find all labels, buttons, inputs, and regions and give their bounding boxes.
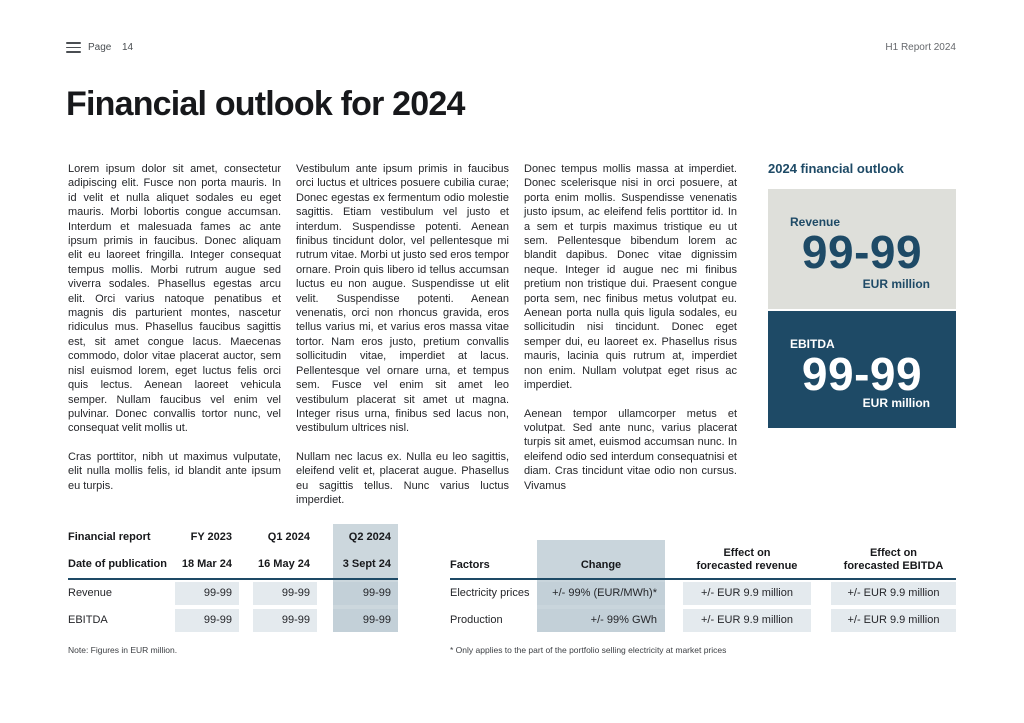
table-row-production: Production +/- 99% GWh +/- EUR 9.9 milli… — [450, 609, 956, 632]
paragraph: Cras porttitor, nibh ut maximus vulputat… — [68, 450, 281, 492]
header-effect-ebitda: Effect on forecasted EBITDA — [831, 547, 956, 573]
sidebar-heading: 2024 financial outlook — [768, 161, 904, 176]
body-column-3: Donec tempus mollis massa at imperdiet. … — [524, 162, 737, 507]
date-q1-2024: 16 May 24 — [258, 558, 310, 570]
row-label: Electricity prices — [450, 587, 530, 599]
header-change: Change — [580, 559, 622, 571]
ebitda-kpi-box: EBITDA 99-99 EUR million — [768, 311, 956, 428]
production-change-cell: +/- 99% GWh — [537, 609, 665, 632]
electricity-change-cell: +/- 99% (EUR/MWh)* — [537, 582, 665, 605]
header-fy-2023: FY 2023 — [190, 531, 232, 543]
revenue-q2-2024: 99-99 — [333, 582, 398, 605]
header-line: Effect on — [869, 547, 918, 559]
row-label: Revenue — [68, 587, 113, 599]
paragraph: Donec tempus mollis massa at imperdiet. … — [524, 163, 737, 392]
header-q2-2024: Q2 2024 — [348, 531, 391, 543]
table-row-ebitda: EBITDA 99-99 99-99 99-99 — [68, 609, 398, 632]
production-effect-ebitda-cell: +/- EUR 9.9 million — [831, 609, 956, 632]
header-publication-date: Date of publication — [68, 558, 167, 570]
paragraph: Aenean tempor ullamcorper metus et volut… — [524, 407, 737, 492]
ebitda-kpi-unit: EUR million — [862, 396, 930, 410]
row-label: Production — [450, 614, 503, 626]
revenue-fy-2023: 99-99 — [175, 582, 239, 605]
table-footnote: * Only applies to the part of the portfo… — [450, 645, 727, 655]
header-line: forecasted EBITDA — [843, 560, 944, 572]
ebitda-q2-2024: 99-99 — [333, 609, 398, 632]
page-label: Page — [88, 42, 112, 53]
revenue-kpi-unit: EUR million — [862, 277, 930, 291]
date-q2-2024: 3 Sept 24 — [342, 558, 391, 570]
ebitda-kpi-label: EBITDA — [790, 337, 835, 351]
revenue-kpi-value: 99-99 — [801, 226, 923, 278]
electricity-effect-revenue-cell: +/- EUR 9.9 million — [683, 582, 811, 605]
header-divider — [450, 578, 956, 580]
header-factors: Factors — [450, 559, 490, 571]
electricity-effect-ebitda-cell: +/- EUR 9.9 million — [831, 582, 956, 605]
revenue-q1-2024: 99-99 — [253, 582, 317, 605]
ebitda-fy-2023: 99-99 — [175, 609, 239, 632]
row-label: EBITDA — [68, 614, 108, 626]
header-effect-revenue: Effect on forecasted revenue — [683, 547, 811, 573]
financial-report-table: Financial report FY 2023 Q1 2024 Q2 2024… — [68, 524, 398, 632]
header-financial-report: Financial report — [68, 531, 151, 543]
date-fy-2023: 18 Mar 24 — [181, 558, 232, 570]
table-header-row: Date of publication 18 Mar 24 16 May 24 … — [68, 551, 398, 578]
header-line: forecasted revenue — [696, 560, 798, 572]
report-title: H1 Report 2024 — [885, 42, 956, 53]
page-number: 14 — [122, 42, 134, 53]
factors-table: Factors Change Effect on forecasted reve… — [450, 540, 956, 632]
revenue-kpi-label: Revenue — [790, 215, 841, 229]
paragraph: Nullam nec lacus ex. Nulla eu leo sagitt… — [296, 450, 509, 506]
ebitda-kpi-value: 99-99 — [801, 348, 923, 400]
body-column-2: Vestibulum ante ipsum primis in faucibus… — [296, 162, 509, 521]
paragraph: Lorem ipsum dolor sit amet, consectetur … — [68, 163, 281, 435]
header-q1-2024: Q1 2024 — [267, 531, 310, 543]
financial-outlook-sidebar: 2024 financial outlook Revenue 99-99 EUR… — [768, 161, 956, 428]
body-column-1: Lorem ipsum dolor sit amet, consectetur … — [68, 162, 281, 507]
table-header-row: Financial report FY 2023 Q1 2024 Q2 2024 — [68, 524, 398, 551]
header-line: Effect on — [723, 547, 771, 559]
ebitda-q1-2024: 99-99 — [253, 609, 317, 632]
revenue-kpi-box: Revenue 99-99 EUR million — [768, 189, 956, 309]
table-row-revenue: Revenue 99-99 99-99 99-99 — [68, 582, 398, 605]
page-title: Financial outlook for 2024 — [66, 85, 465, 123]
menu-icon[interactable] — [66, 42, 81, 53]
production-effect-revenue-cell: +/- EUR 9.9 million — [683, 609, 811, 632]
table-note: Note: Figures in EUR million. — [68, 645, 178, 655]
table-row-electricity-prices: Electricity prices +/- 99% (EUR/MWh)* +/… — [450, 582, 956, 605]
header-divider — [68, 578, 398, 580]
paragraph: Vestibulum ante ipsum primis in faucibus… — [296, 163, 509, 435]
